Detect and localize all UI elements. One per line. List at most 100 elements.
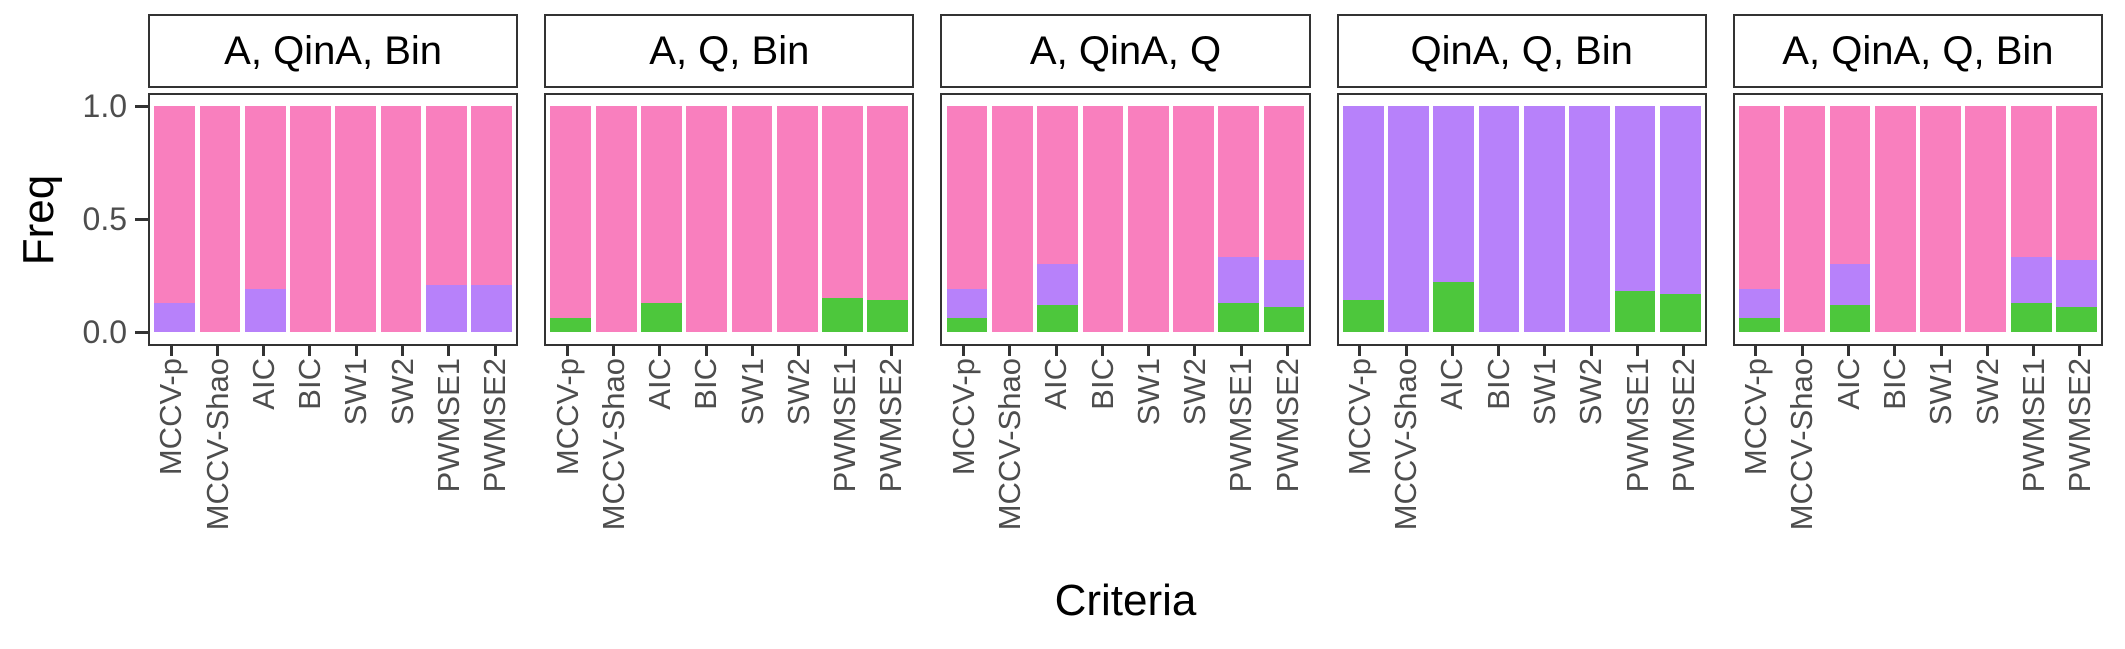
- bar-segment-pink: [290, 106, 331, 332]
- x-tick-mark: [1054, 346, 1058, 356]
- stacked-bar: [1614, 106, 1656, 332]
- bar-segment-pink: [154, 106, 196, 303]
- bar-slot: [548, 106, 593, 332]
- bar-slot: [1386, 106, 1431, 332]
- bar-slot: [1567, 106, 1612, 332]
- x-ticks: [1733, 346, 2103, 358]
- bar-slot: [1522, 106, 1567, 332]
- x-tick-mark: [262, 346, 266, 356]
- x-tick-mark: [704, 346, 708, 356]
- plot-panel: [1336, 93, 1707, 346]
- bar-segment-purple: [1569, 106, 1611, 332]
- x-label-slot: PWMSE1: [1614, 358, 1660, 570]
- bar-segment-purple: [1218, 257, 1260, 303]
- bar-segment-pink: [991, 106, 1033, 332]
- bar-slot: [684, 106, 729, 332]
- bar-segment-green: [641, 302, 682, 332]
- bar-slot: [1476, 106, 1521, 332]
- x-tick-mark: [1589, 346, 1593, 356]
- stacked-bar: [1433, 106, 1475, 332]
- bar-segment-pink: [1173, 106, 1214, 332]
- x-tick-mark: [215, 346, 219, 356]
- bar-segment-pink: [776, 106, 818, 332]
- x-tick-slot: [987, 346, 1033, 358]
- bar-slot: [2054, 106, 2099, 332]
- x-tick-label: PWMSE1: [1223, 358, 1259, 493]
- bar-segment-purple: [154, 302, 196, 332]
- x-tick-slot: [729, 346, 775, 358]
- x-tick-label: MCCV-Shao: [992, 358, 1027, 531]
- stacked-bar: [1659, 106, 1701, 332]
- bar-slot: [424, 106, 469, 332]
- bar-slot: [1612, 106, 1657, 332]
- bar-slot: [1261, 106, 1306, 332]
- x-label-slot: BIC: [1079, 358, 1125, 570]
- x-tick-label: MCCV-Shao: [199, 358, 235, 531]
- x-tick-slot: [1337, 346, 1383, 358]
- stacked-bar: [1965, 106, 2007, 332]
- bar-segment-purple: [1433, 106, 1475, 283]
- facet: QinA, Q, Bin MCCV-p MCCV-Shao AIC BIC SW1 SW2 P…: [1336, 14, 1707, 570]
- x-tick-label: SW2: [384, 358, 420, 426]
- x-tick-slot: [590, 346, 636, 358]
- x-tick-slot: [148, 346, 194, 358]
- bar-slot: [378, 106, 423, 332]
- facet-strip-label: QinA, Q, Bin: [1336, 14, 1707, 88]
- x-label-slot: SW2: [776, 358, 822, 570]
- bar-segment-purple: [2010, 257, 2052, 303]
- bar-segment-pink: [1829, 106, 1871, 265]
- stacked-bar: [946, 106, 988, 332]
- y-tick-mark: [135, 104, 148, 108]
- facet-strip-label: A, QinA, Q, Bin: [1732, 14, 2104, 88]
- x-label-slot: SW2: [379, 358, 425, 570]
- stacked-bar: [1127, 106, 1169, 332]
- x-label-slot: PWMSE2: [472, 358, 518, 570]
- x-tick-slot: [1126, 346, 1172, 358]
- x-tick-slot: [776, 346, 822, 358]
- bar-slot: [1341, 106, 1386, 332]
- x-tick-mark: [1847, 346, 1851, 356]
- x-tick-slot: [1172, 346, 1218, 358]
- x-tick-slot: [1825, 346, 1871, 358]
- x-label-slot: MCCV-p: [544, 358, 590, 570]
- x-tick-mark: [1286, 346, 1290, 356]
- plot-panel: [940, 93, 1311, 346]
- x-tick-slot: [1383, 346, 1429, 358]
- bar-segment-purple: [1829, 264, 1871, 305]
- x-tick-label: PWMSE1: [431, 358, 466, 493]
- x-label-slot: MCCV-Shao: [590, 358, 636, 570]
- bar-segment-pink: [1920, 106, 1961, 332]
- bar-segment-purple: [1614, 106, 1656, 292]
- y-tick-mark: [135, 217, 148, 221]
- x-tick-slot: [940, 346, 986, 358]
- x-tick-slot: [1429, 346, 1475, 358]
- x-tick-label: SW1: [338, 358, 374, 426]
- x-tick-label: SW2: [1573, 358, 1609, 426]
- x-tick-label: SW2: [780, 358, 816, 426]
- x-tick-slot: [1079, 346, 1125, 358]
- bar-segment-pink: [822, 106, 863, 299]
- bar-slot: [1782, 106, 1827, 332]
- x-tick-slot: [1661, 346, 1707, 358]
- x-tick-label: BIC: [1876, 358, 1912, 410]
- x-tick-slot: [868, 346, 914, 358]
- x-tick-label: PWMSE2: [2062, 358, 2098, 493]
- x-tick-slot: [1614, 346, 1660, 358]
- x-tick-label: SW1: [1923, 358, 1959, 426]
- bar-slot: [197, 106, 242, 332]
- x-tick-label: MCCV-p: [549, 358, 585, 476]
- x-tick-mark: [843, 346, 847, 356]
- stacked-bar: [1569, 106, 1611, 332]
- stacked-bar: [1218, 106, 1260, 332]
- bar-slot: [1963, 106, 2008, 332]
- bar-slot: [469, 106, 514, 332]
- x-tick-slot: [1779, 346, 1825, 358]
- x-label-slot: PWMSE1: [2011, 358, 2057, 570]
- bar-segment-pink: [244, 106, 286, 290]
- x-tick-slot: [1872, 346, 1918, 358]
- x-tick-labels: MCCV-p MCCV-Shao AIC BIC SW1 SW2 PWMSE1 PWMSE2: [1733, 358, 2103, 570]
- stacked-bar: [641, 106, 682, 332]
- bar-slot: [775, 106, 820, 332]
- x-tick-label: SW1: [1527, 358, 1563, 426]
- x-label-slot: BIC: [683, 358, 729, 570]
